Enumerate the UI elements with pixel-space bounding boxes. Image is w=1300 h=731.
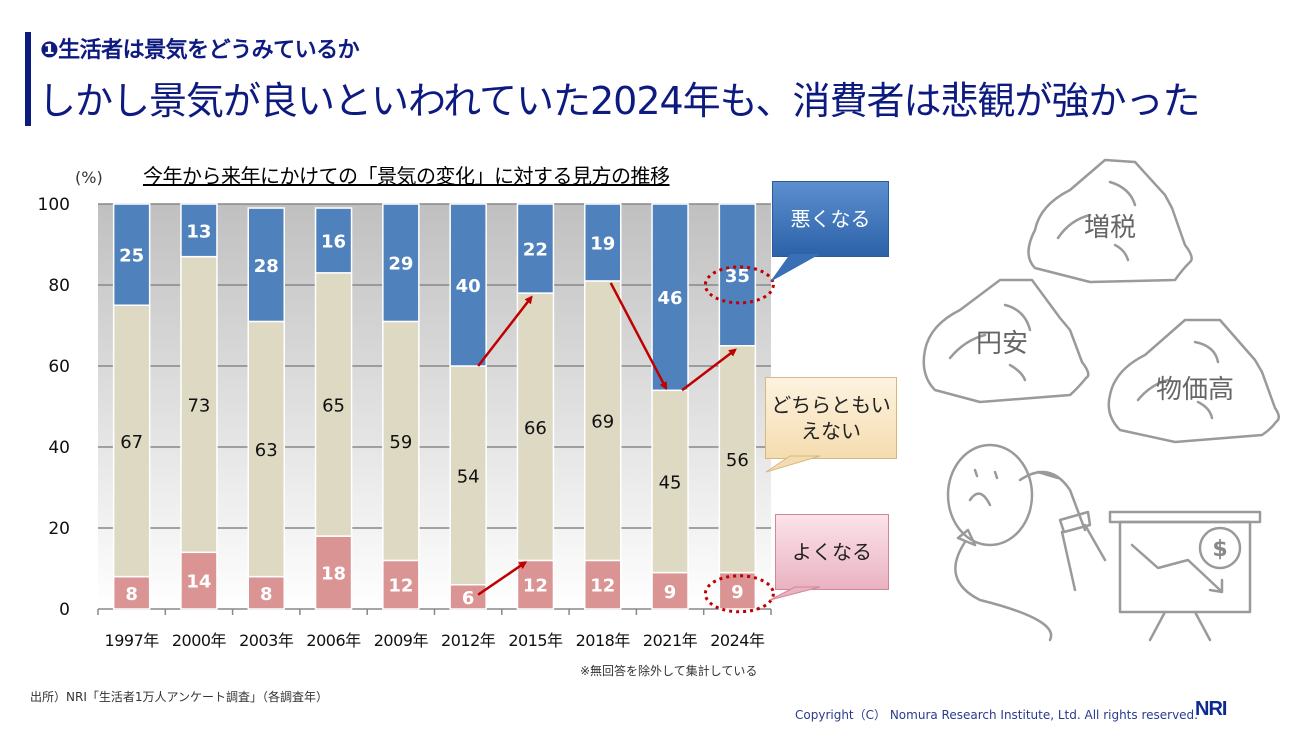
data-label: 35	[725, 266, 750, 287]
callout-neutral: どちらともい えない	[765, 377, 897, 459]
y-axis-unit: (%)	[75, 168, 103, 187]
copyright-text: Copyright（C） Nomura Research Institute, …	[795, 708, 1198, 722]
data-label: 13	[186, 221, 211, 242]
trend-arrow	[681, 348, 737, 392]
data-label: 46	[658, 288, 683, 309]
chart-title: 今年から来年にかけての「景気の変化」に対する見方の推移	[143, 164, 670, 188]
data-label: 8	[125, 584, 138, 605]
bar-segment	[314, 207, 353, 274]
nri-logo: NRI	[1195, 698, 1227, 720]
bar-segment	[247, 207, 285, 323]
callout-worse: 悪くなる	[772, 181, 889, 257]
x-tick-label: 2003年	[239, 631, 294, 650]
data-label: 28	[254, 256, 279, 277]
bar-segment	[180, 255, 218, 554]
data-label: 22	[523, 240, 548, 261]
x-tick-label: 1997年	[105, 631, 160, 650]
trend-arrow	[477, 561, 528, 596]
callout-worse-label: 悪くなる	[790, 207, 871, 231]
worried-person-icon	[946, 443, 1107, 642]
rock-label-weak-yen: 円安	[976, 329, 1028, 359]
x-tick-label: 2021年	[643, 631, 698, 650]
bar-segment	[516, 203, 555, 294]
data-label: 25	[119, 246, 144, 267]
bar-segment	[651, 203, 689, 392]
rock-icon	[1027, 158, 1193, 284]
data-label: 66	[524, 418, 547, 439]
data-label: 69	[591, 412, 614, 433]
x-tick-label: 2006年	[306, 631, 361, 650]
y-tick-label: 20	[48, 519, 70, 539]
rock-icon	[922, 278, 1090, 404]
callout-better-label: よくなる	[792, 540, 872, 564]
rock-label-tax: 増税	[1084, 213, 1136, 243]
bar-segment	[112, 575, 151, 610]
data-label: 9	[731, 582, 744, 603]
data-label: 73	[187, 395, 210, 416]
y-tick-label: 80	[48, 276, 70, 296]
bar-segment	[382, 320, 420, 562]
data-label: 6	[462, 588, 475, 609]
falling-chart-board-icon	[1108, 510, 1262, 642]
y-tick-label: 60	[48, 357, 70, 377]
x-tick-label: 2015年	[508, 631, 563, 650]
rock-label-inflation: 物価高	[1156, 375, 1234, 405]
data-label: 40	[456, 276, 481, 297]
bar-segment	[584, 203, 622, 282]
bar-segment	[382, 203, 420, 323]
trend-arrow	[609, 282, 668, 391]
data-label: 65	[322, 395, 345, 416]
bar-segment	[112, 203, 151, 306]
data-label: 19	[590, 233, 615, 254]
callout-better: よくなる	[775, 514, 889, 590]
data-label: 14	[186, 572, 211, 593]
y-tick-label: 100	[38, 195, 70, 215]
trend-arrow	[477, 295, 533, 367]
x-tick-label: 2000年	[172, 631, 227, 650]
data-label: 18	[321, 564, 346, 585]
highlight-circle-worse	[703, 265, 775, 305]
data-label: 63	[255, 440, 278, 461]
bar-segment	[584, 280, 622, 562]
data-label: 12	[590, 576, 615, 597]
bar-segment	[382, 559, 420, 610]
y-tick-label: 0	[59, 600, 70, 620]
bar-segment	[247, 575, 285, 610]
data-label: 12	[523, 576, 548, 597]
bar-segment	[718, 203, 757, 347]
title-accent-bar	[25, 32, 31, 126]
x-tick-label: 2012年	[441, 631, 496, 650]
section-subtitle: ❶生活者は景気をどうみているか	[40, 38, 360, 63]
chart-note: ※無回答を除外して集計している	[580, 664, 758, 678]
bar-segment	[584, 559, 622, 610]
worried-consumer-illustration: 増税 円安 物価高 $	[922, 158, 1280, 642]
callout-neutral-label: どちらともい えない	[771, 393, 891, 443]
data-label: 29	[388, 254, 413, 275]
source-citation: 出所）NRI「生活者1万人アンケート調査」（各調査年）	[30, 690, 329, 704]
data-label: 54	[457, 466, 480, 487]
page-title: しかし景気が良いといわれていた2024年も、消費者は悲観が強かった	[38, 79, 1201, 123]
y-tick-label: 40	[48, 438, 70, 458]
bar-segment	[314, 535, 353, 610]
data-label: 16	[321, 231, 346, 252]
data-label: 59	[389, 432, 412, 453]
data-label: 45	[659, 472, 682, 493]
bar-segment	[180, 203, 218, 258]
data-label: 56	[726, 450, 749, 471]
bar-segment	[516, 292, 555, 562]
rock-icon	[1107, 318, 1280, 444]
bar-segment	[651, 571, 689, 610]
x-tick-label: 2009年	[374, 631, 429, 650]
x-tick-label: 2024年	[710, 631, 765, 650]
data-label: 8	[260, 584, 273, 605]
data-label: 9	[664, 582, 677, 603]
dollar-icon: $	[1212, 537, 1227, 562]
bar-segment	[651, 389, 689, 574]
data-label: 67	[120, 432, 143, 453]
x-tick-label: 2018年	[576, 631, 631, 650]
data-label: 12	[388, 576, 413, 597]
bar-segment	[449, 203, 487, 367]
bar-segment	[718, 345, 757, 574]
